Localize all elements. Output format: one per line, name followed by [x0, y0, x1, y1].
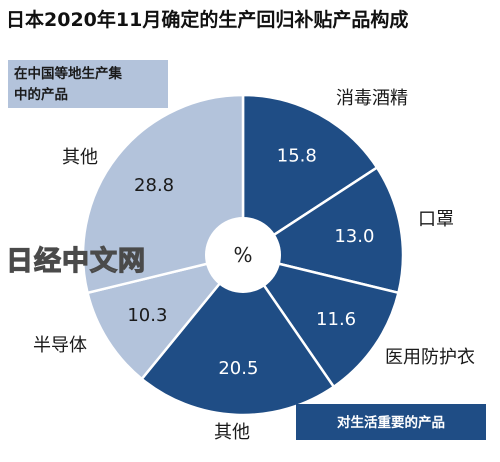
value-label-2: 11.6 — [316, 309, 356, 330]
legend-group-life: 对生活重要的产品 — [296, 404, 486, 440]
category-label-5: 其他 — [62, 147, 98, 168]
legend-swatch-china — [8, 60, 168, 108]
value-label-4: 10.3 — [127, 305, 167, 326]
labels-group: 15.8 消毒酒精 13.0 口罩 11.6 医用防护衣 20.5 其他 10.3 半导体 28.8… — [33, 88, 475, 443]
category-label-0: 消毒酒精 — [336, 88, 408, 109]
category-label-2: 医用防护衣 — [385, 347, 475, 368]
chart-title: 日本2020年11月确定的生产回归补贴产品构成 — [6, 8, 408, 31]
slice-4 — [86, 252, 247, 381]
slice-1 — [239, 165, 405, 295]
watermark: 日经中文网 — [6, 245, 146, 277]
value-label-1: 13.0 — [334, 226, 374, 247]
legend-label-china-line2: 中的产品 — [14, 86, 68, 103]
category-label-4: 半导体 — [33, 335, 87, 356]
slices-group — [81, 93, 405, 417]
slice-3 — [140, 252, 336, 417]
value-label-5: 28.8 — [134, 175, 174, 196]
value-label-3: 20.5 — [218, 358, 258, 379]
legend-label-life: 对生活重要的产品 — [337, 414, 445, 431]
donut-hole — [205, 217, 281, 293]
legend-swatch-life — [296, 404, 486, 440]
slice-0 — [241, 93, 379, 258]
category-label-3: 其他 — [214, 422, 250, 443]
slice-5 — [81, 93, 245, 295]
legend-label-china-line1: 在中国等地生产集 — [14, 65, 122, 82]
legend-group-china: 在中国等地生产集 中的产品 — [8, 60, 168, 108]
value-label-0: 15.8 — [277, 146, 317, 167]
center-label: % — [233, 243, 252, 267]
slice-2 — [240, 253, 400, 389]
category-label-1: 口罩 — [418, 209, 454, 230]
